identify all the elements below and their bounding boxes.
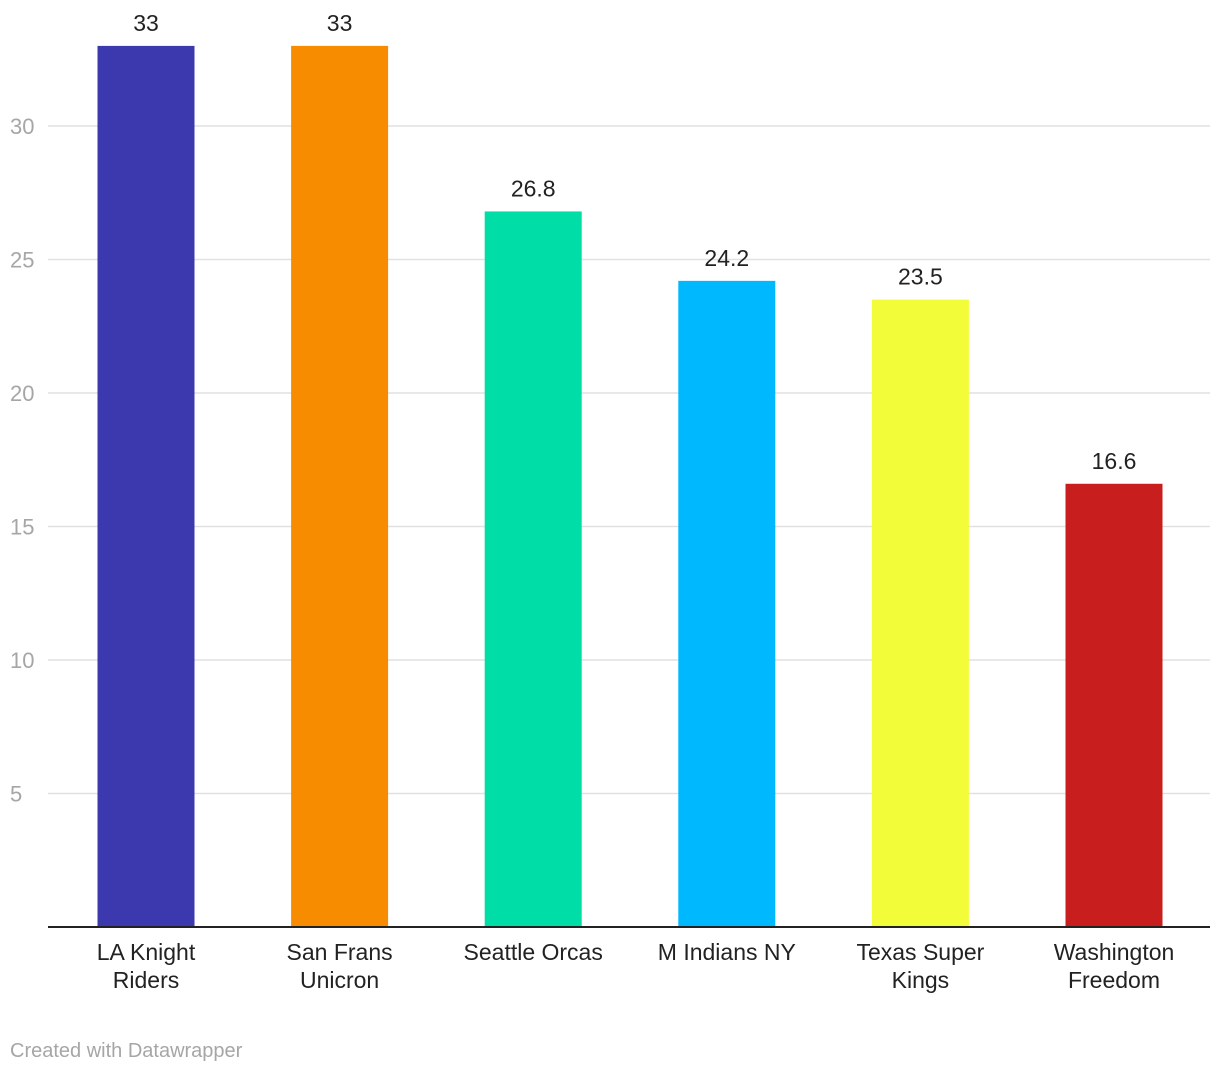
x-tick-label-line: Seattle Orcas [464,939,603,965]
y-tick-label: 10 [10,648,34,673]
x-tick-label-line: Riders [113,967,179,993]
bar [871,299,969,927]
y-tick-label: 5 [10,782,22,807]
y-tick-label: 15 [10,515,34,540]
x-tick-label-line: Washington [1054,939,1175,965]
x-tick-label-line: Freedom [1068,967,1160,993]
bar [1065,483,1163,927]
bar-chart: 5 10 15 20 25 30 33 33 26.8 24.2 23.5 16.6 LA Knig… [10,10,1210,993]
data-label: 16.6 [1092,448,1137,474]
x-tick-label-line: LA Knight [97,939,196,965]
gridlines: 5 10 15 20 25 30 [10,114,1210,807]
y-tick-label: 20 [10,381,34,406]
x-tick-label: Seattle Orcas [464,939,603,965]
x-tick-label: LA Knight Riders [97,939,196,993]
x-tick-label: San Frans Unicron [287,939,393,993]
y-tick-label: 30 [10,114,34,139]
data-label: 24.2 [704,245,749,271]
category-labels: LA Knight Riders San Frans Unicron Seattle O… [97,939,1175,993]
value-labels: 33 33 26.8 24.2 23.5 16.6 [133,10,1136,474]
data-label: 33 [133,10,159,36]
x-tick-label-line: Unicron [300,967,379,993]
data-label: 23.5 [898,264,943,290]
bar [678,280,776,927]
x-tick-label-line: San Frans [287,939,393,965]
chart-svg: 5 10 15 20 25 30 33 33 26.8 24.2 23.5 16.6 LA Knig… [10,10,1210,993]
x-tick-label-line: Kings [892,967,950,993]
bars [97,45,1163,927]
bar [484,211,582,927]
data-label: 26.8 [511,175,556,201]
x-tick-label: Washington Freedom [1054,939,1175,993]
bar [97,45,195,927]
x-tick-label-line: Texas Super [856,939,984,965]
data-label: 33 [327,10,353,36]
x-tick-label: Texas Super Kings [856,939,984,993]
credit-text: Created with Datawrapper [10,1040,243,1062]
bar [291,45,389,927]
x-tick-label-line: M Indians NY [658,939,796,965]
x-tick-label: M Indians NY [658,939,796,965]
y-tick-label: 25 [10,248,34,273]
